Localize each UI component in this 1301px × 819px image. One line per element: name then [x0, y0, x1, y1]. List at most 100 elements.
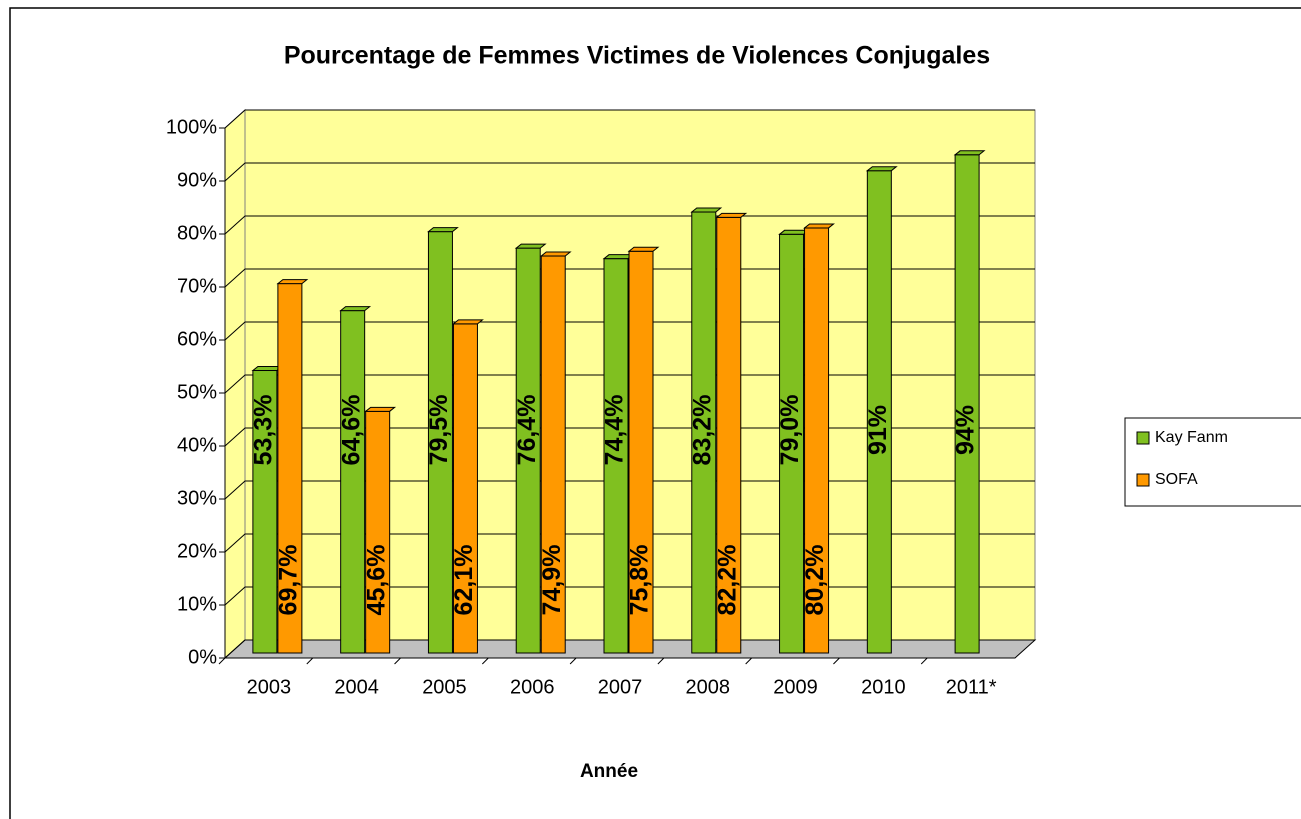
legend-swatch	[1136, 473, 1150, 487]
y-tick-label: 40%	[177, 434, 217, 456]
bar-cap	[690, 207, 723, 213]
bar	[276, 279, 309, 654]
y-tick-label: 0%	[188, 646, 217, 668]
y-tick-label: 20%	[177, 540, 217, 562]
bar-cap	[539, 251, 572, 257]
bar-cap	[715, 212, 748, 218]
value-label: 82,2%	[713, 545, 741, 616]
x-tick	[657, 657, 665, 665]
value-label: 53,3%	[249, 395, 277, 466]
value-label: 64,6%	[337, 395, 365, 466]
x-tick-label: 2004	[334, 676, 379, 698]
bar	[690, 207, 723, 654]
x-tick	[569, 657, 577, 665]
y-tick-label: 80%	[177, 222, 217, 244]
value-label: 79,5%	[425, 395, 453, 466]
bar-body	[716, 216, 742, 654]
bar	[602, 254, 635, 654]
x-tick	[481, 657, 489, 665]
grid-line	[224, 321, 1035, 341]
x-tick-label: 2003	[247, 676, 292, 698]
grid-line	[224, 109, 1035, 129]
bar-body	[954, 154, 980, 654]
value-label: 83,2%	[688, 395, 716, 466]
grid-line	[224, 268, 1035, 288]
bar-cap	[364, 406, 397, 412]
bar	[251, 366, 284, 654]
bar	[364, 406, 397, 654]
bar-cap	[514, 243, 547, 249]
bar-cap	[276, 279, 309, 285]
y-tick-label: 90%	[177, 169, 217, 191]
grid-line	[224, 427, 1035, 447]
bar-body	[277, 283, 303, 654]
chart-title: Pourcentage de Femmes Victimes de Violen…	[284, 42, 990, 70]
bar	[427, 227, 459, 654]
bar-body	[540, 255, 566, 654]
bar-cap	[339, 306, 372, 312]
value-label: 79,0%	[776, 395, 804, 466]
legend-swatch	[1136, 431, 1150, 445]
x-tick	[745, 657, 753, 665]
x-tick-label: 2006	[510, 676, 555, 698]
grid-line	[224, 215, 1035, 235]
x-tick	[218, 657, 226, 665]
bar-body	[515, 247, 541, 654]
x-tick	[306, 657, 314, 665]
bar-cap	[627, 246, 660, 252]
bar	[715, 212, 748, 654]
x-tick-label: 2007	[598, 676, 643, 698]
x-tick	[920, 657, 928, 665]
bar	[778, 229, 810, 654]
value-label: 91%	[864, 405, 892, 455]
bar-cap	[953, 150, 986, 156]
value-label: 45,6%	[362, 545, 390, 616]
x-axis-title: Année	[580, 761, 638, 782]
grid-line	[224, 586, 1035, 606]
y-tick-label: 10%	[177, 593, 217, 615]
value-label: 62,1%	[450, 545, 478, 616]
y-tick-label: 70%	[177, 275, 217, 297]
y-tick-label: 60%	[177, 328, 217, 350]
bar-body	[779, 233, 805, 654]
value-label: 80,2%	[801, 545, 829, 616]
bar-body	[340, 310, 366, 654]
grid-line	[224, 639, 1035, 659]
bar	[865, 166, 898, 654]
legend-label: Kay Fanm	[1155, 429, 1228, 446]
bar	[953, 150, 986, 654]
x-tick	[833, 657, 840, 665]
bar	[452, 319, 484, 654]
bar	[339, 306, 372, 654]
grid-line	[224, 374, 1035, 394]
grid-line	[224, 480, 1035, 500]
y-tick-label: 100%	[166, 116, 217, 138]
value-label: 75,8%	[626, 545, 654, 616]
x-tick-label: 2011*	[946, 676, 997, 698]
bar	[539, 251, 572, 654]
bar-cap	[427, 227, 459, 233]
bar-body	[452, 323, 478, 654]
bar	[803, 223, 835, 654]
value-label: 94%	[952, 405, 980, 455]
bar-cap	[865, 166, 898, 172]
bar-body	[804, 227, 830, 654]
value-label: 74,4%	[601, 395, 629, 466]
grid-line	[224, 162, 1035, 182]
bar-body	[365, 410, 391, 654]
legend-label: SOFA	[1155, 471, 1198, 488]
value-label: 76,4%	[513, 395, 541, 466]
grid-line	[224, 533, 1035, 553]
legend-box	[1124, 417, 1301, 507]
x-tick-label: 2008	[686, 676, 731, 698]
x-tick	[394, 657, 401, 665]
x-tick-label: 2009	[773, 676, 818, 698]
x-tick-label: 2005	[422, 676, 467, 698]
value-label: 74,9%	[538, 545, 566, 616]
value-label: 69,7%	[274, 545, 302, 616]
y-tick-label: 30%	[177, 487, 217, 509]
bar-cap	[803, 223, 835, 229]
bar-body	[628, 250, 654, 654]
